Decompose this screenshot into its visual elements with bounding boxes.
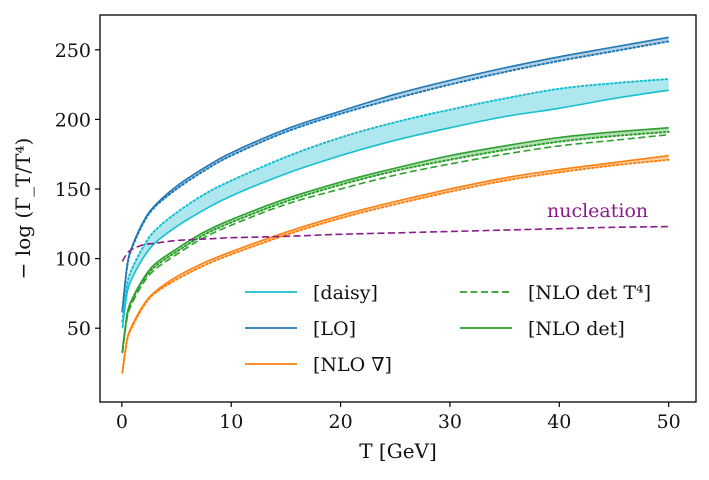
band-NLOgrad — [122, 155, 669, 373]
y-axis-label: − log (Γ_T/T⁴) — [11, 138, 35, 280]
legend-label: [NLO det T⁴] — [528, 282, 651, 304]
series-line-9 — [121, 225, 669, 262]
series-line-6 — [121, 133, 669, 354]
series-line-8 — [121, 158, 670, 374]
x-tick-label: 40 — [547, 411, 571, 433]
plot-frame — [99, 14, 697, 403]
x-tick-label: 20 — [328, 411, 352, 433]
x-tick-label: 0 — [116, 411, 128, 433]
series-line-3 — [121, 89, 669, 329]
x-tick-label: 30 — [438, 411, 462, 433]
legend-label: [NLO det] — [528, 318, 625, 340]
ticks-layer: 0 10 20 30 40 50 50 100 150 200 250 — [55, 40, 681, 433]
y-tick-label: 250 — [55, 40, 91, 62]
y-tick-label: 100 — [55, 249, 91, 271]
y-tick-label: 150 — [55, 179, 91, 201]
legend-label: [NLO ∇] — [313, 354, 392, 376]
band-daisy — [122, 79, 669, 329]
x-tick-label: 50 — [657, 411, 681, 433]
y-tick-label: 200 — [55, 109, 91, 131]
series-layer — [121, 36, 670, 374]
nucleation-annotation: nucleation — [547, 200, 648, 222]
x-tick-label: 10 — [219, 411, 243, 433]
x-axis-label: T [GeV] — [359, 439, 437, 463]
legend: [daisy] [NLO det T⁴] [LO] [NLO det] [NLO ∇] — [245, 282, 651, 376]
series-line-5 — [121, 130, 670, 353]
series-line-0 — [121, 36, 669, 311]
bands-layer — [122, 37, 669, 373]
y-tick-label: 50 — [67, 318, 91, 340]
series-line-2 — [121, 78, 670, 323]
legend-label: [LO] — [313, 318, 356, 340]
legend-label: [daisy] — [313, 282, 378, 304]
series-line-1 — [121, 40, 670, 313]
